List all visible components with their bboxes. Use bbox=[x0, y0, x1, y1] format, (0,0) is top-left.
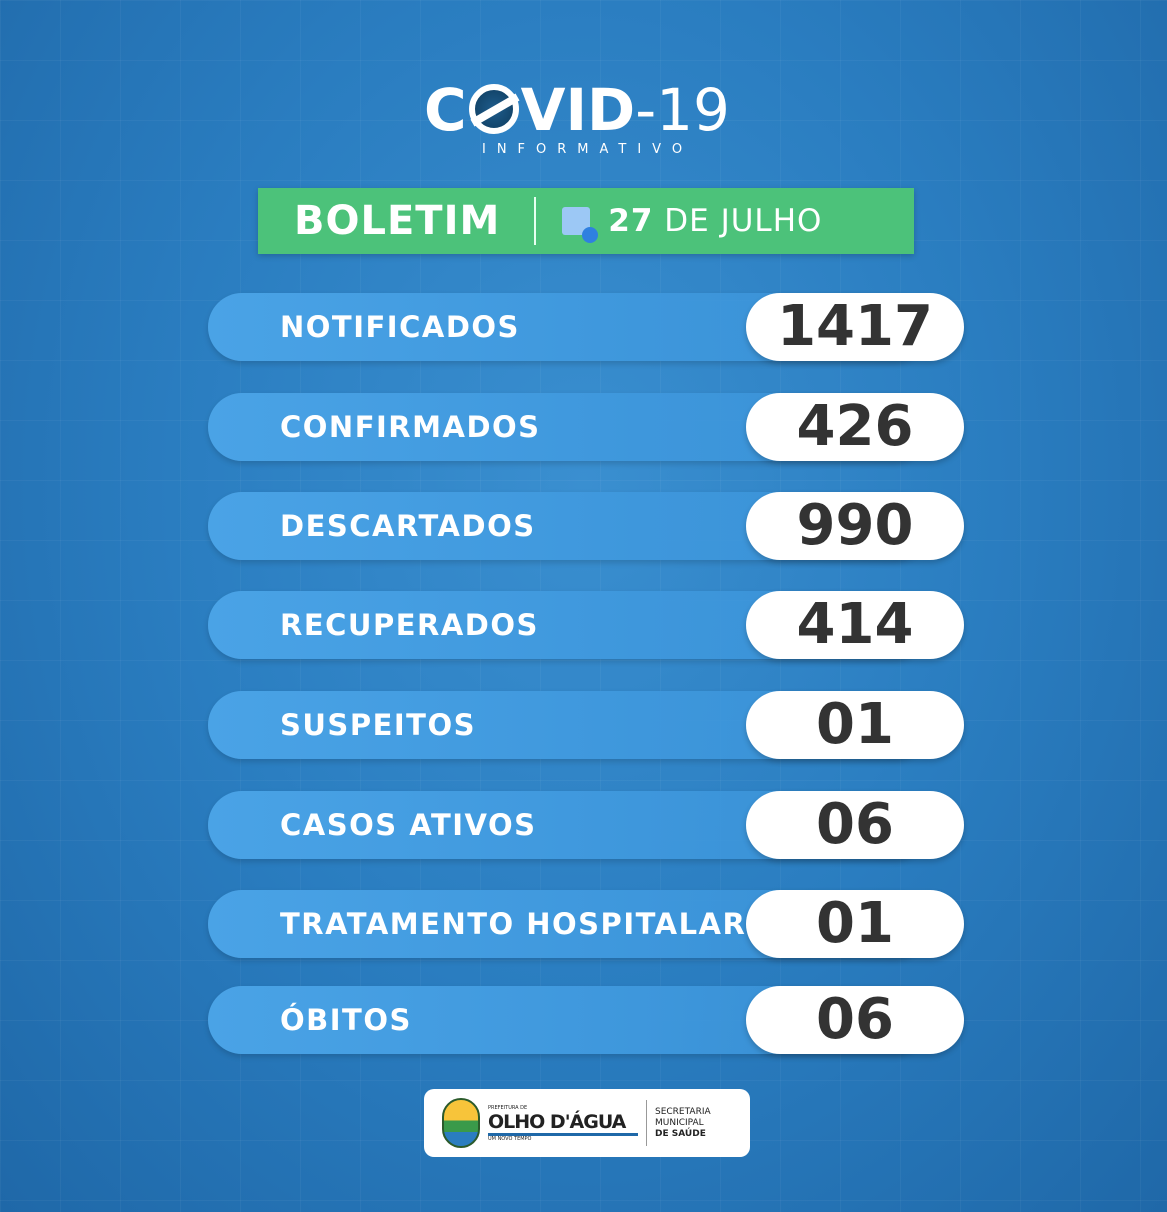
stat-row: CASOS ATIVOS 06 bbox=[208, 791, 964, 859]
title-19: -19 bbox=[635, 76, 730, 144]
stat-row: TRATAMENTO HOSPITALAR 01 bbox=[208, 890, 964, 958]
bulletin-label: BOLETIM bbox=[294, 198, 501, 244]
stat-row: NOTIFICADOS 1417 bbox=[208, 293, 964, 361]
stat-row: SUSPEITOS 01 bbox=[208, 691, 964, 759]
stat-value: 01 bbox=[746, 890, 964, 958]
stat-value: 426 bbox=[746, 393, 964, 461]
stat-row: CONFIRMADOS 426 bbox=[208, 393, 964, 461]
stat-value: 1417 bbox=[746, 293, 964, 361]
virus-icon bbox=[468, 84, 519, 134]
bulletin-date: 27 DE JULHO bbox=[608, 203, 823, 239]
stat-value: 414 bbox=[746, 591, 964, 659]
divider bbox=[534, 197, 537, 245]
divider bbox=[646, 1100, 647, 1146]
subtitle: INFORMATIVO bbox=[482, 142, 694, 157]
slogan: UM NOVO TEMPO bbox=[488, 1135, 532, 1142]
stat-value: 990 bbox=[746, 492, 964, 560]
stat-row: RECUPERADOS 414 bbox=[208, 591, 964, 659]
bulletin-banner: BOLETIM 27 DE JULHO bbox=[258, 188, 914, 254]
footer-logo: PREFEITURA DE OLHO D'ÁGUA UM NOVO TEMPO … bbox=[424, 1089, 750, 1157]
secretaria-label: SECRETARIA MUNICIPAL DE SAÚDE bbox=[655, 1106, 711, 1139]
prefeitura-label: PREFEITURA DE bbox=[488, 1104, 528, 1111]
title-vid: VID bbox=[520, 76, 636, 144]
stat-row: DESCARTADOS 990 bbox=[208, 492, 964, 560]
stat-value: 06 bbox=[746, 791, 964, 859]
city-name: OLHO D'ÁGUA bbox=[488, 1111, 638, 1136]
covid-logo: C VID-19 INFORMATIVO bbox=[424, 80, 730, 158]
stat-value: 01 bbox=[746, 691, 964, 759]
title-c: C bbox=[424, 76, 467, 144]
stat-value: 06 bbox=[746, 986, 964, 1054]
calendar-clock-icon bbox=[562, 207, 599, 243]
stat-row: ÓBITOS 06 bbox=[208, 986, 964, 1054]
city-seal-icon bbox=[442, 1098, 480, 1148]
